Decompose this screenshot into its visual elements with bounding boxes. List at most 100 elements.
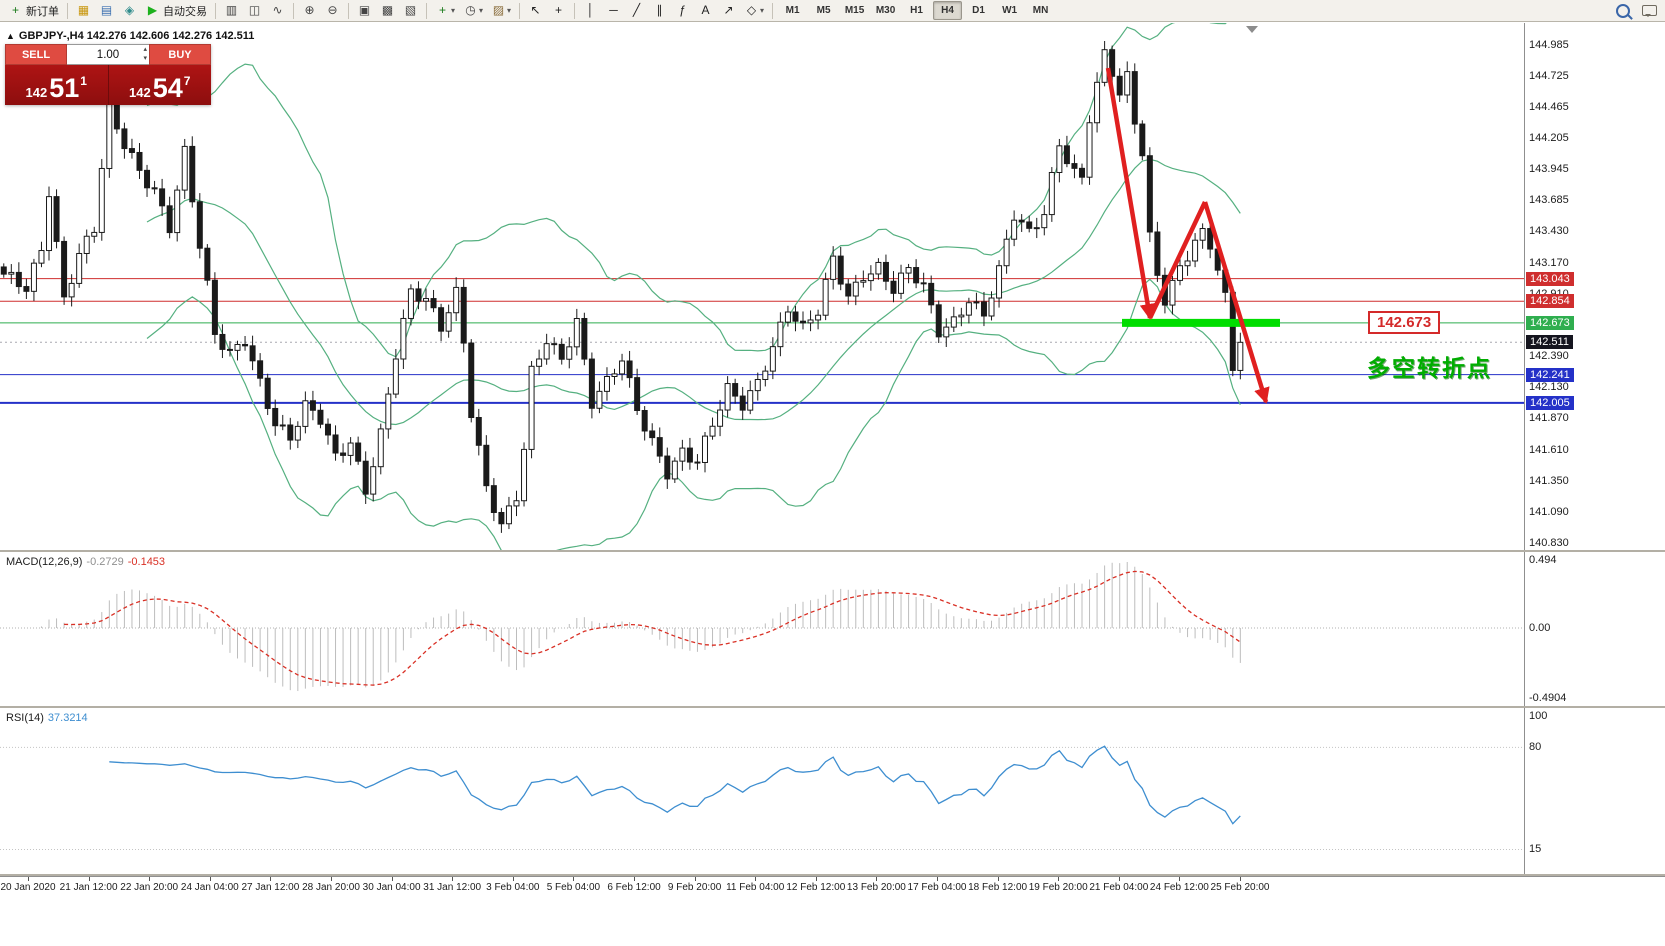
- time-axis-tick: [1240, 877, 1241, 881]
- cursor-icon[interactable]: ↖: [525, 0, 546, 21]
- channel-icon: ∥: [656, 3, 663, 17]
- macd-panel[interactable]: MACD(12,26,9) -0.2729 -0.1453: [0, 552, 1524, 706]
- time-axis-tick: [694, 877, 696, 881]
- crosshair-icon[interactable]: +: [548, 0, 569, 21]
- price-chart-panel[interactable]: ▲ GBPJPY-,H4 142.276 142.606 142.276 142.…: [0, 23, 1524, 550]
- time-axis-label: 5 Feb 04:00: [546, 882, 601, 893]
- new-chart-icon[interactable]: ▧: [400, 0, 421, 21]
- buy-price[interactable]: 142 54 7: [109, 65, 212, 105]
- panel-splitter[interactable]: [0, 874, 1665, 876]
- price-axis-label: 141.870: [1529, 412, 1569, 425]
- volume-decrease-icon[interactable]: ▾: [143, 55, 147, 62]
- price-axis-label: 141.610: [1529, 443, 1569, 456]
- new-order-button[interactable]: + 新订单: [5, 0, 62, 21]
- collapse-trade-panel-icon[interactable]: ▲: [6, 31, 15, 41]
- chat-button[interactable]: [1639, 0, 1660, 21]
- arrows-icon[interactable]: ↗: [718, 0, 739, 21]
- toolbar-separator: [348, 2, 349, 19]
- panel-splitter[interactable]: [0, 706, 1665, 708]
- text-icon[interactable]: A: [695, 0, 716, 21]
- navigator-icon[interactable]: ◈: [119, 0, 140, 21]
- time-axis-tick: [876, 877, 878, 881]
- cascade-windows-icon[interactable]: ▩: [377, 0, 398, 21]
- current-bid-label: 142.511: [1526, 335, 1573, 350]
- vertical-line-icon[interactable]: │: [580, 0, 601, 21]
- toolbar-separator: [772, 2, 774, 19]
- timeframe-h1[interactable]: H1: [910, 5, 923, 16]
- price-axis-label: 144.725: [1529, 69, 1569, 82]
- shapes-icon: ◇: [746, 3, 757, 17]
- channel-icon[interactable]: ∥: [649, 0, 670, 21]
- search-zoom-button[interactable]: [1613, 0, 1637, 21]
- timeframe-m15[interactable]: M15: [844, 5, 865, 16]
- line-chart-icon[interactable]: ∿: [267, 0, 288, 21]
- volume-stepper[interactable]: 1.00 ▴ ▾: [67, 44, 149, 65]
- volume-increase-icon[interactable]: ▴: [143, 46, 147, 53]
- panel-splitter[interactable]: [0, 550, 1665, 552]
- timeframes-icon[interactable]: ◷ ▾: [460, 0, 486, 21]
- time-axis-tick: [573, 877, 575, 881]
- timeframe-m1[interactable]: M1: [785, 5, 800, 16]
- timeframe-m30[interactable]: M30: [875, 5, 896, 16]
- candlestick-chart-icon[interactable]: ◫: [244, 0, 265, 21]
- turning-point-note[interactable]: 多空转折点: [1367, 355, 1492, 381]
- bar-chart-icon[interactable]: ▥: [221, 0, 242, 21]
- shapes-icon[interactable]: ◇ ▾: [741, 0, 767, 21]
- timeframes-icon-dropdown[interactable]: ▾: [479, 6, 484, 15]
- time-axis-tick: [28, 877, 29, 881]
- time-axis[interactable]: 20 Jan 2020 21 Jan 12:00 22 Jan 20:00 24 Ja…: [0, 876, 1665, 946]
- market-watch-icon[interactable]: ▦: [73, 0, 94, 21]
- buy-button[interactable]: BUY: [149, 44, 211, 65]
- time-axis-label: 19 Feb 20:00: [1028, 882, 1088, 893]
- rsi-label: RSI(14) 37.3214: [6, 712, 88, 724]
- data-window-icon[interactable]: ▤: [96, 0, 117, 21]
- trade-panel-controls: SELL 1.00 ▴ ▾ BUY: [5, 44, 211, 65]
- price-axis[interactable]: 144.985 144.725 144.465 144.205 143.945 143.6…: [1524, 23, 1665, 550]
- fibonacci-icon[interactable]: ƒ: [672, 0, 693, 21]
- templates-icon[interactable]: ▨ ▾: [488, 0, 514, 21]
- timeframe-w1[interactable]: W1: [1002, 5, 1018, 16]
- time-axis-label: 30 Jan 04:00: [362, 882, 421, 893]
- data-window-icon: ▤: [100, 3, 113, 17]
- sell-price[interactable]: 142 51 1: [5, 65, 108, 105]
- buy-price-small: 142: [129, 84, 151, 100]
- toolbar-separator: [426, 2, 427, 19]
- indicators-icon-dropdown[interactable]: ▾: [451, 6, 456, 15]
- price-callout-label[interactable]: 142.673: [1368, 311, 1441, 334]
- indicators-icon: +: [438, 3, 446, 17]
- macd-axis-label: 0.00: [1529, 622, 1551, 634]
- time-axis-label: 17 Feb 04:00: [907, 882, 967, 893]
- timeframes-icon: ◷: [465, 3, 476, 17]
- hline-price-label: 142.854: [1526, 294, 1574, 309]
- volume-spinner: ▴ ▾: [143, 46, 147, 64]
- time-axis-tick: [1118, 877, 1120, 881]
- fibonacci-icon: ƒ: [679, 3, 686, 17]
- sell-button[interactable]: SELL: [5, 44, 67, 65]
- price-axis-label: 142.390: [1529, 350, 1569, 363]
- rsi-panel[interactable]: RSI(14) 37.3214: [0, 708, 1524, 874]
- timeframe-d1[interactable]: D1: [972, 5, 985, 16]
- time-axis-tick: [452, 877, 454, 881]
- indicators-icon[interactable]: + ▾: [432, 0, 458, 21]
- horizontal-line-icon[interactable]: ─: [603, 0, 624, 21]
- zoom-in-icon[interactable]: ⊕: [299, 0, 320, 21]
- sell-price-small: 142: [25, 84, 48, 100]
- timeframe-mn[interactable]: MN: [1032, 5, 1049, 16]
- time-axis-label: 27 Jan 12:00: [241, 882, 300, 893]
- time-axis-tick: [1058, 877, 1060, 881]
- tile-windows-icon[interactable]: ▣: [354, 0, 375, 21]
- time-axis-label: 11 Feb 04:00: [726, 882, 785, 893]
- templates-icon-dropdown[interactable]: ▾: [507, 6, 512, 15]
- time-axis-label: 13 Feb 20:00: [846, 882, 906, 893]
- shapes-icon-dropdown[interactable]: ▾: [760, 6, 765, 15]
- timeframe-m5[interactable]: M5: [816, 5, 831, 16]
- trendline-icon[interactable]: ╱: [626, 0, 647, 21]
- zoom-out-icon[interactable]: ⊖: [322, 0, 343, 21]
- rsi-value: 37.3214: [47, 712, 88, 724]
- timeframe-h4[interactable]: H4: [933, 1, 963, 20]
- auto-trading-button[interactable]: ▶ 自动交易: [142, 0, 210, 21]
- cascade-windows-icon: ▩: [381, 3, 394, 17]
- volume-value[interactable]: 1.00: [96, 48, 120, 61]
- time-axis-label: 9 Feb 20:00: [667, 882, 722, 893]
- time-axis-tick: [815, 877, 817, 881]
